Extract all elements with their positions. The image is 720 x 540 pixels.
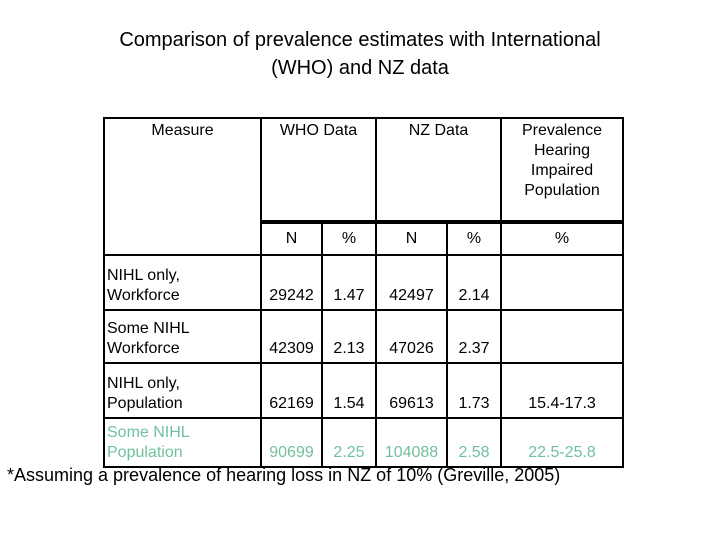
table-header-row: Measure WHO Data NZ Data Prevalence Hear…: [103, 117, 625, 256]
subheader-who-n: N: [260, 221, 323, 256]
cell-nz-n: 42497: [375, 254, 448, 311]
cell-nz-pct: 1.73: [445, 362, 503, 419]
cell-nz-pct: 2.14: [445, 254, 503, 311]
row-label: NIHL only, Workforce: [103, 254, 262, 311]
cell-nz-n: 47026: [375, 309, 448, 364]
header-prevalence: Prevalence Hearing Impaired Population: [500, 117, 625, 224]
slide-title-line2: (WHO) and NZ data: [271, 57, 449, 79]
table-subheader-row: N % N % %: [104, 221, 625, 256]
table-row: Some NIHL Workforce 42309 2.13 47026 2.3…: [103, 309, 625, 364]
subheader-nz-n: N: [375, 221, 448, 256]
slide-title-line1: Comparison of prevalence estimates with …: [119, 29, 601, 51]
table-row: NIHL only, Population 62169 1.54 69613 1…: [103, 362, 625, 419]
table-row: NIHL only, Workforce 29242 1.47 42497 2.…: [103, 254, 625, 311]
cell-who-n: 62169: [260, 362, 323, 419]
cell-nz-pct: 2.58: [445, 417, 503, 468]
prevalence-comparison-table: Measure WHO Data NZ Data Prevalence Hear…: [103, 117, 625, 468]
slide-title: Comparison of prevalence estimates with …: [0, 26, 720, 82]
cell-nz-pct: 2.37: [445, 309, 503, 364]
cell-nz-n: 104088: [375, 417, 448, 468]
row-label: Some NIHL Workforce: [103, 309, 262, 364]
cell-who-pct: 1.47: [321, 254, 377, 311]
cell-who-pct: 1.54: [321, 362, 377, 419]
cell-who-n: 29242: [260, 254, 323, 311]
cell-nz-n: 69613: [375, 362, 448, 419]
subheader-nz-pct: %: [445, 221, 503, 256]
cell-prev-pct: 15.4-17.3: [500, 362, 625, 419]
cell-prev-pct: 22.5-25.8: [500, 417, 625, 468]
header-measure: Measure: [103, 117, 262, 256]
cell-who-pct: 2.13: [321, 309, 377, 364]
cell-who-pct: 2.25: [321, 417, 377, 468]
row-label: Some NIHL Population: [103, 417, 262, 468]
footnote: *Assuming a prevalence of hearing loss i…: [7, 465, 561, 485]
subheader-prev-pct: %: [500, 221, 625, 256]
header-who-data: WHO Data: [260, 117, 377, 224]
cell-prev-pct: [500, 254, 625, 311]
cell-who-n: 42309: [260, 309, 323, 364]
cell-prev-pct: [500, 309, 625, 364]
row-label: NIHL only, Population: [103, 362, 262, 419]
subheader-who-pct: %: [321, 221, 377, 256]
cell-who-n: 90699: [260, 417, 323, 468]
header-nz-data: NZ Data: [374, 117, 503, 224]
table-row-highlighted: Some NIHL Population 90699 2.25 104088 2…: [103, 417, 625, 468]
